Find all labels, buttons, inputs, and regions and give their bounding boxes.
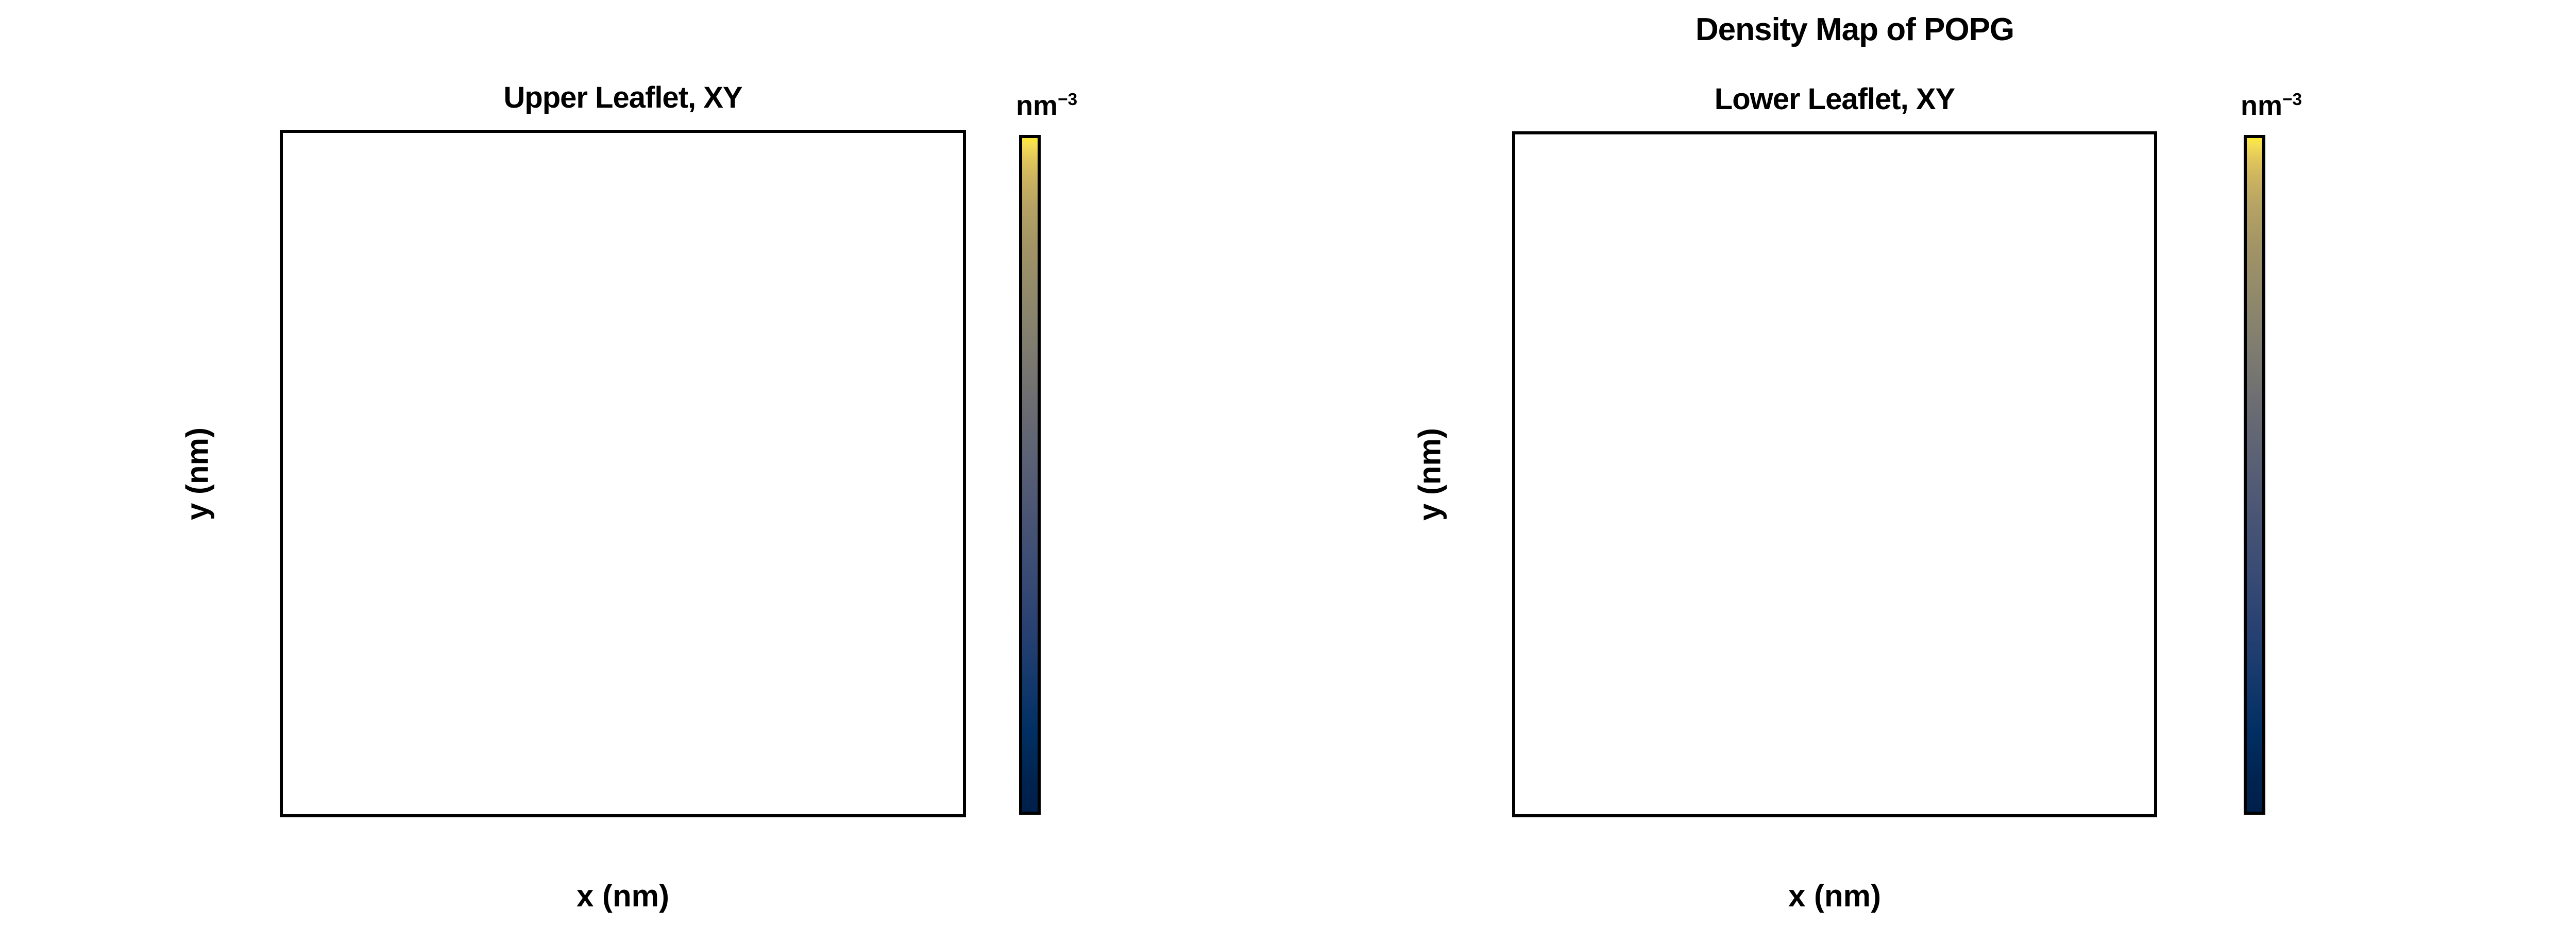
- colorbar-lower-leaflet[interactable]: nm−3: [2241, 90, 2302, 815]
- plot-area-upper-leaflet[interactable]: [280, 130, 966, 817]
- x-axis-label-upper-leaflet: x (nm): [577, 879, 669, 913]
- y-axis-label-lower-leaflet: y (nm): [1412, 428, 1447, 521]
- colorbar-gradient-upper-leaflet: [1019, 135, 1041, 815]
- colorbar-upper-leaflet[interactable]: nm−3: [1016, 90, 1077, 815]
- x-axis-label-lower-leaflet: x (nm): [1788, 879, 1881, 913]
- panel-lower-leaflet: Lower Leaflet, XY y (nm) x (nm): [1413, 82, 2157, 913]
- plot-area-lower-leaflet[interactable]: [1512, 131, 2157, 817]
- colorbar-gradient-lower-leaflet: [2244, 135, 2265, 815]
- panel-title-lower-leaflet: Lower Leaflet, XY: [1714, 82, 1955, 116]
- colorbar-unit-upper-leaflet: nm−3: [1016, 90, 1078, 121]
- figure-suptitle: Density Map of POPG: [1695, 12, 2014, 47]
- heatmap-lower-leaflet: [1515, 134, 2154, 814]
- heatmap-upper-leaflet: [283, 133, 963, 814]
- colorbar-unit-lower-leaflet: nm−3: [2241, 90, 2302, 121]
- y-axis-label-upper-leaflet: y (nm): [180, 427, 215, 520]
- panel-upper-leaflet: Upper Leaflet, XY y (nm) x (nm): [180, 81, 966, 913]
- panel-title-upper-leaflet: Upper Leaflet, XY: [503, 81, 742, 114]
